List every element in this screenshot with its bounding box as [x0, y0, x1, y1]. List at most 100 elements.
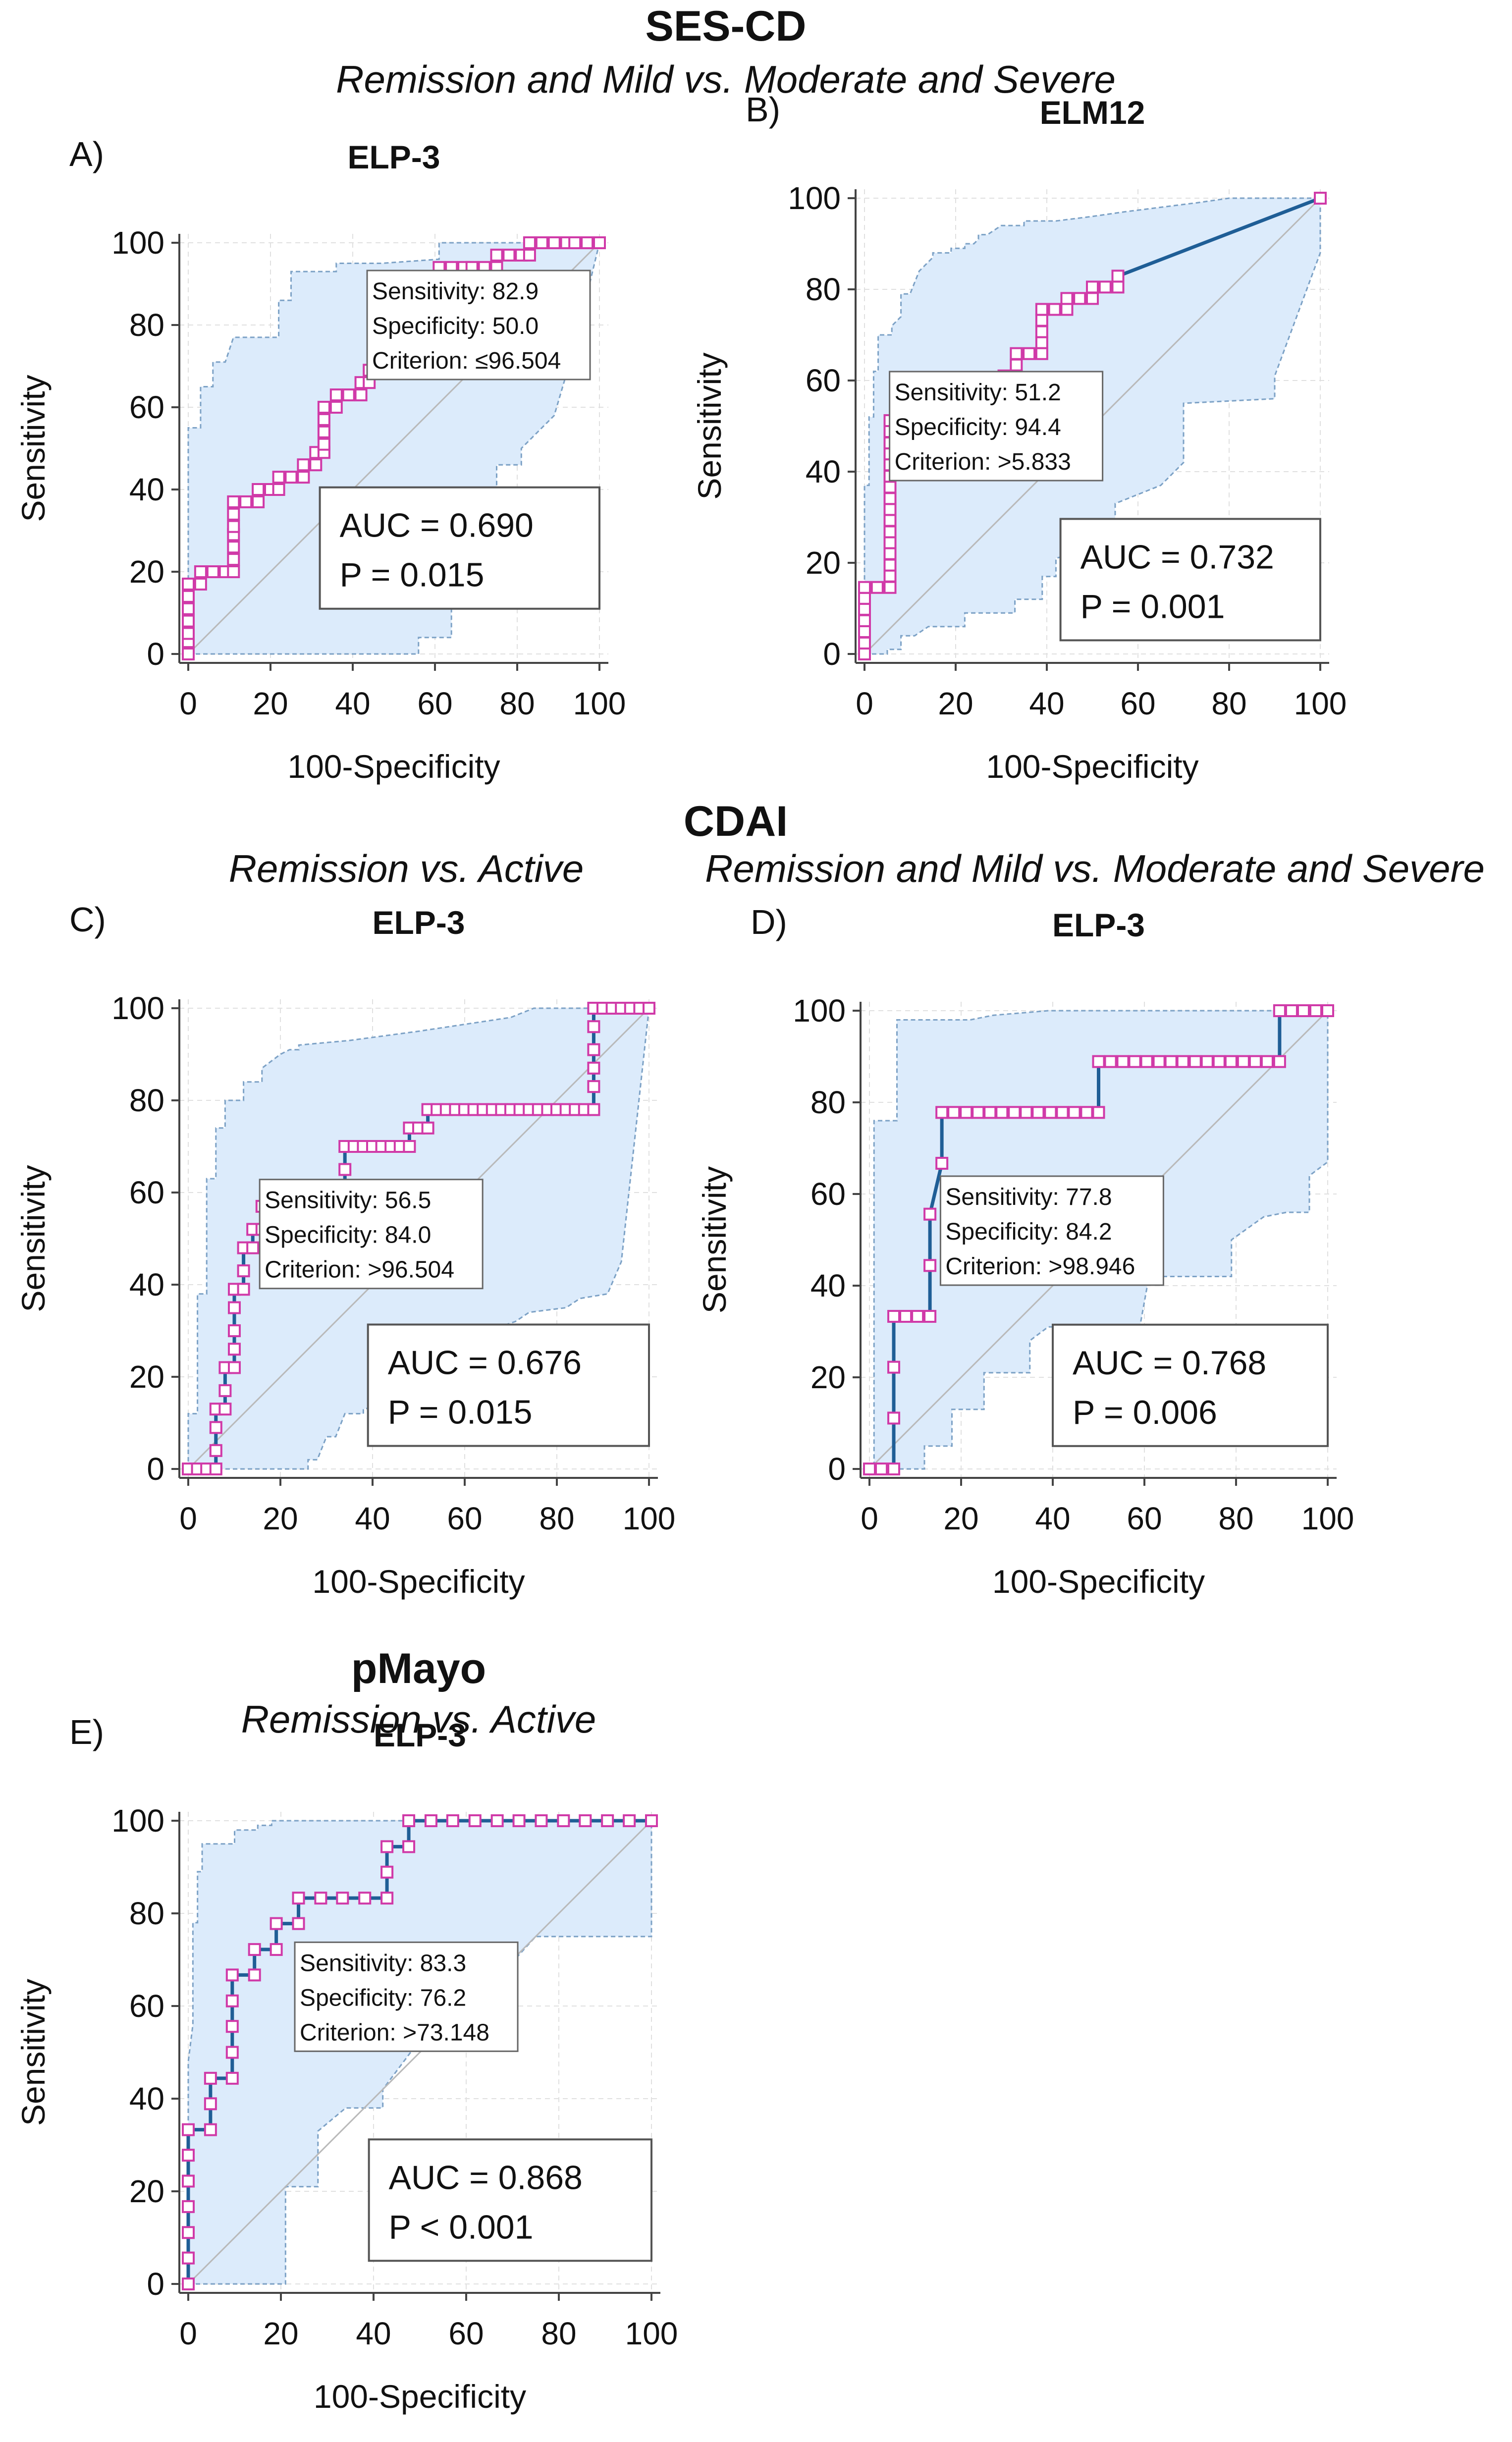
y-tick-label: 0: [147, 636, 164, 672]
roc-point: [182, 2123, 195, 2136]
ci-upper-bound: [187, 1820, 651, 2284]
chart-title: ELM12: [1040, 94, 1145, 131]
roc-point: [858, 581, 871, 594]
chart-title: ELP-3: [347, 139, 440, 175]
roc-point: [643, 1002, 655, 1015]
roc-point: [858, 636, 871, 650]
roc-point: [863, 1463, 876, 1475]
roc-point: [947, 1106, 961, 1119]
roc-point: [579, 1814, 592, 1827]
roc-point: [209, 1421, 222, 1434]
x-tick-label: 40: [356, 2316, 391, 2351]
roc-point: [246, 1241, 260, 1254]
roc-point: [935, 1106, 949, 1119]
criterion-text: Specificity: 50.0: [372, 313, 539, 339]
panel-letter: E): [69, 1713, 104, 1751]
criterion-text: Sensitivity: 83.3: [300, 1950, 466, 1976]
roc-point: [248, 1968, 261, 1982]
roc-point: [380, 1840, 394, 1853]
roc-point: [535, 1814, 548, 1827]
roc-point: [270, 1943, 283, 1956]
roc-point: [1285, 1004, 1298, 1017]
roc-point: [923, 1259, 937, 1272]
x-axis-label: 100-Specificity: [312, 1563, 525, 1600]
criterion-box: [939, 1175, 1164, 1286]
roc-point: [338, 1163, 352, 1176]
roc-point: [1164, 1055, 1178, 1068]
roc-point: [194, 577, 207, 591]
roc-point: [983, 1106, 997, 1119]
roc-point: [1035, 303, 1048, 316]
roc-point: [1086, 292, 1099, 305]
reference-diagonal: [187, 1820, 652, 2285]
roc-point: [887, 1463, 901, 1475]
roc-point: [875, 1463, 888, 1475]
y-tick-label: 80: [129, 307, 164, 343]
roc-point: [284, 471, 298, 484]
roc-point: [858, 614, 871, 627]
criterion-box: [294, 1941, 519, 2052]
roc-point: [227, 541, 240, 554]
y-tick-label: 20: [129, 554, 164, 590]
auc-box: [368, 2138, 652, 2262]
roc-point: [995, 1106, 1009, 1119]
x-tick-label: 20: [263, 2316, 298, 2351]
criterion-text: Criterion: >98.946: [945, 1253, 1135, 1280]
roc-point: [1035, 325, 1048, 338]
roc-point: [1035, 347, 1048, 360]
roc-point: [1092, 1106, 1105, 1119]
x-axis-label: 100-Specificity: [986, 748, 1198, 785]
roc-point: [972, 1106, 985, 1119]
x-tick-label: 40: [1035, 1501, 1070, 1536]
x-axis-label: 100-Specificity: [314, 2378, 526, 2415]
roc-panel-e: 0 20 40 60 80 100 0 20 40 60 80 100 100-Specificity S…: [15, 1713, 678, 2415]
roc-point: [490, 1814, 504, 1827]
x-tick-label: 0: [179, 686, 197, 721]
roc-point: [883, 525, 897, 539]
roc-point: [182, 2226, 195, 2239]
y-tick-label: 100: [111, 225, 164, 261]
roc-point: [336, 1892, 349, 1905]
roc-point: [182, 627, 195, 640]
roc-point: [587, 1061, 600, 1075]
roc-point: [237, 1283, 250, 1296]
roc-point: [935, 1157, 949, 1170]
x-tick-label: 80: [1211, 686, 1246, 721]
roc-point: [587, 1020, 600, 1033]
x-tick-label: 60: [447, 1501, 482, 1536]
y-tick-label: 60: [129, 1988, 164, 2024]
x-tick-label: 80: [1218, 1501, 1253, 1536]
roc-point: [883, 492, 897, 505]
y-axis-label: Sensitivity: [15, 375, 52, 522]
roc-point: [182, 2174, 195, 2188]
roc-point: [218, 1403, 232, 1416]
roc-point: [228, 1301, 241, 1314]
roc-point: [557, 1814, 570, 1827]
auc-value: AUC = 0.732: [1080, 538, 1274, 576]
roc-point: [883, 514, 897, 527]
roc-point: [1260, 1055, 1274, 1068]
y-tick-label: 60: [129, 1175, 164, 1210]
y-tick-label: 80: [806, 271, 841, 307]
x-tick-label: 100: [1294, 686, 1347, 721]
roc-point: [601, 1814, 614, 1827]
roc-point: [225, 1968, 239, 1982]
criterion-text: Criterion: >73.148: [300, 2019, 489, 2046]
auc-box: [1052, 1323, 1329, 1447]
roc-panel-c: 0 20 40 60 80 100 0 20 40 60 80 100 100-Specificity S…: [15, 900, 675, 1600]
p-value: P = 0.001: [1080, 588, 1225, 625]
roc-point: [887, 1411, 901, 1425]
roc-point: [581, 236, 594, 249]
x-tick-label: 60: [1127, 1501, 1162, 1536]
roc-point: [182, 577, 195, 591]
roc-point: [309, 458, 323, 472]
panel-letter: C): [69, 900, 106, 939]
roc-point: [292, 1917, 305, 1930]
roc-point: [209, 1463, 222, 1475]
roc-point: [1068, 1106, 1081, 1119]
y-tick-label: 80: [129, 1083, 164, 1118]
x-tick-label: 20: [943, 1501, 978, 1536]
x-tick-label: 20: [263, 1501, 298, 1536]
y-axis-label: Sensitivity: [691, 352, 728, 499]
criterion-text: Sensitivity: 51.2: [895, 380, 1061, 406]
